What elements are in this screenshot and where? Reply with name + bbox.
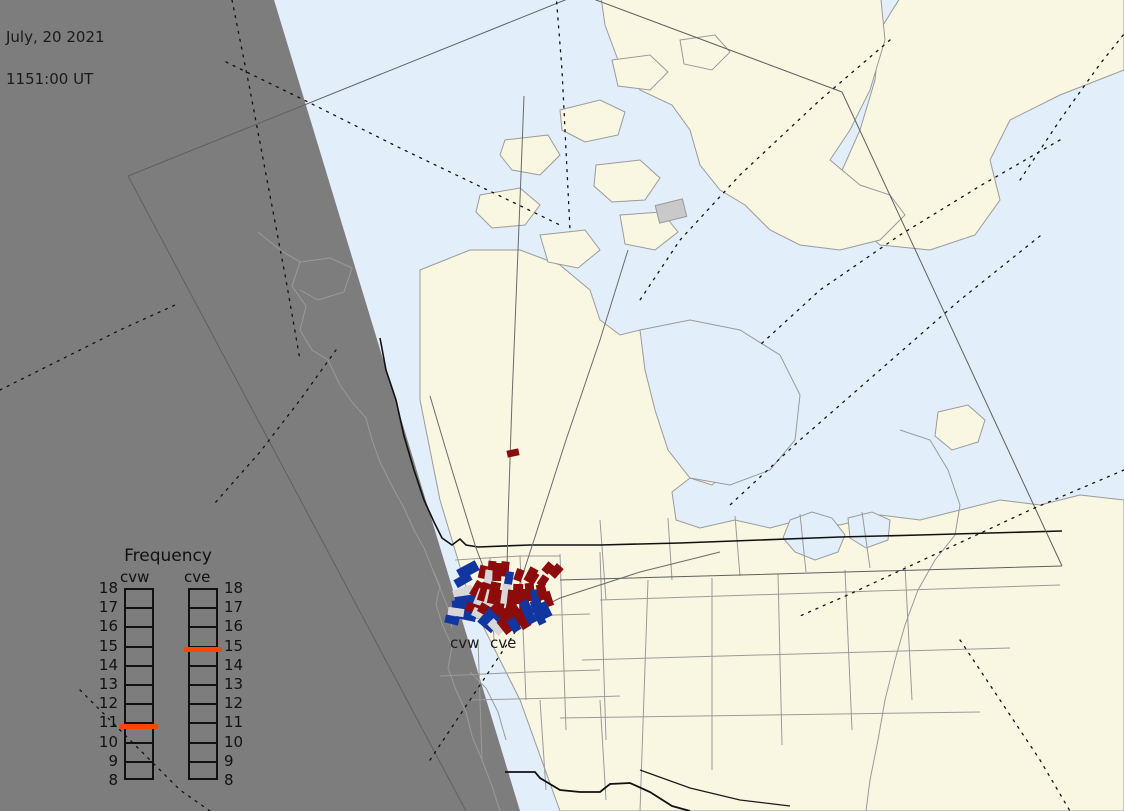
frequency-scale-label: 9 xyxy=(224,751,234,770)
frequency-scale-tick xyxy=(188,626,218,629)
velocity-cell xyxy=(503,570,515,586)
timestamp-date: July, 20 2021 xyxy=(6,28,105,46)
frequency-scale-label: 8 xyxy=(224,771,234,789)
ice-patch xyxy=(654,198,688,224)
velocity-legend: Velocity (m/s) 5004003002001000-100-200-… xyxy=(1004,0,1124,340)
frequency-scale-label: 10 xyxy=(98,732,118,751)
frequency-scale-label: 12 xyxy=(224,694,244,713)
velocity-cell xyxy=(447,606,465,618)
frequency-scale-label: 17 xyxy=(224,598,244,617)
arctic-islands xyxy=(475,34,731,269)
frequency-scale-label: 13 xyxy=(224,675,244,693)
frequency-scale-label: 17 xyxy=(98,598,118,617)
velocity-cell xyxy=(533,610,547,626)
velocity-cell xyxy=(548,563,564,579)
maritimes xyxy=(934,404,986,451)
map-site-label-cvw: cvw xyxy=(450,634,480,652)
frequency-scale-label: 11 xyxy=(98,713,118,732)
frequency-scale-tick xyxy=(188,645,218,648)
frequency-scale-label: 16 xyxy=(98,617,118,636)
velocity-scatter-cells xyxy=(444,448,564,636)
frequency-scale-tick xyxy=(188,664,218,667)
frequency-scale-tick xyxy=(124,626,154,629)
frequency-scale-tick xyxy=(188,703,218,706)
velocity-cell xyxy=(512,607,532,631)
landmass-greenland xyxy=(839,0,1124,251)
landmass-canada-north xyxy=(599,0,906,251)
hudson-bay xyxy=(639,319,801,486)
velocity-cell xyxy=(453,571,473,589)
frequency-scale-tick xyxy=(124,607,154,610)
frequency-scale-label: 15 xyxy=(98,636,118,655)
timestamp-time: 1151:00 UT xyxy=(6,70,94,88)
frequency-scale-tick xyxy=(188,722,218,725)
map-site-label-cve: cve xyxy=(490,634,517,652)
frequency-scale-tick xyxy=(124,722,154,725)
frequency-marker-cve xyxy=(184,647,222,653)
frequency-scale-tick xyxy=(124,741,154,744)
frequency-marker-cvw xyxy=(120,724,158,730)
frequency-scale-label: 14 xyxy=(98,655,118,674)
state-boundaries-day xyxy=(559,511,1061,811)
velocity-cell xyxy=(537,600,553,620)
velocity-cell xyxy=(506,616,522,634)
us-mexico-border xyxy=(505,771,691,811)
frequency-scale-tick xyxy=(124,684,154,686)
velocity-cell xyxy=(487,618,505,636)
velocity-cell xyxy=(476,581,492,603)
velocity-cell xyxy=(452,584,474,600)
velocity-cell xyxy=(529,599,543,615)
frequency-column-header-cvw: cvw xyxy=(120,568,150,586)
velocity-cell xyxy=(541,590,555,608)
frequency-column-header-cve: cve xyxy=(184,568,211,586)
frequency-scale-label: 8 xyxy=(108,771,118,789)
frequency-scale-tick xyxy=(188,760,218,763)
velocity-cell xyxy=(444,614,460,626)
landmass-canada-mainland xyxy=(419,249,1124,811)
velocity-cell xyxy=(513,567,525,583)
gulf-coast xyxy=(639,769,791,807)
velocity-cell xyxy=(519,598,535,618)
frequency-scale-tick xyxy=(188,684,218,686)
frequency-scale-label: 10 xyxy=(224,732,244,751)
frequency-scale-label: 16 xyxy=(224,617,244,636)
frequency-scale-label: 18 xyxy=(224,579,244,597)
velocity-cell xyxy=(541,561,555,575)
frequency-scale-label: 9 xyxy=(108,751,118,770)
frequency-scale-label: 13 xyxy=(98,675,118,693)
frequency-scale-tick xyxy=(188,607,218,610)
timestamp: July, 20 2021 1151:00 UT xyxy=(6,2,105,114)
frequency-scale-tick xyxy=(124,760,154,763)
frequency-scale-label: 12 xyxy=(98,694,118,713)
velocity-cell xyxy=(469,579,485,599)
frequency-scale-tick xyxy=(124,703,154,706)
frequency-scale-tick xyxy=(124,645,154,648)
map-boundary xyxy=(127,0,1063,811)
frequency-scale-label: 11 xyxy=(224,713,244,732)
velocity-cell xyxy=(496,616,514,636)
frequency-scale-label: 14 xyxy=(224,655,244,674)
frequency-legend-title: Frequency xyxy=(124,546,212,566)
velocity-cell xyxy=(506,448,520,458)
frequency-legend: Frequency cvw 18 17 16 15 14 13 12 11 10 9 8 cve 18 17… xyxy=(88,546,248,796)
frequency-scale-label: 18 xyxy=(98,579,118,597)
frequency-scale-tick xyxy=(124,664,154,667)
us-canada-border xyxy=(379,337,1063,548)
velocity-cell xyxy=(526,570,540,586)
velocity-cell xyxy=(456,560,480,580)
frequency-scale-label: 15 xyxy=(224,636,244,655)
velocity-cell xyxy=(492,562,502,582)
frequency-scale-tick xyxy=(188,741,218,744)
